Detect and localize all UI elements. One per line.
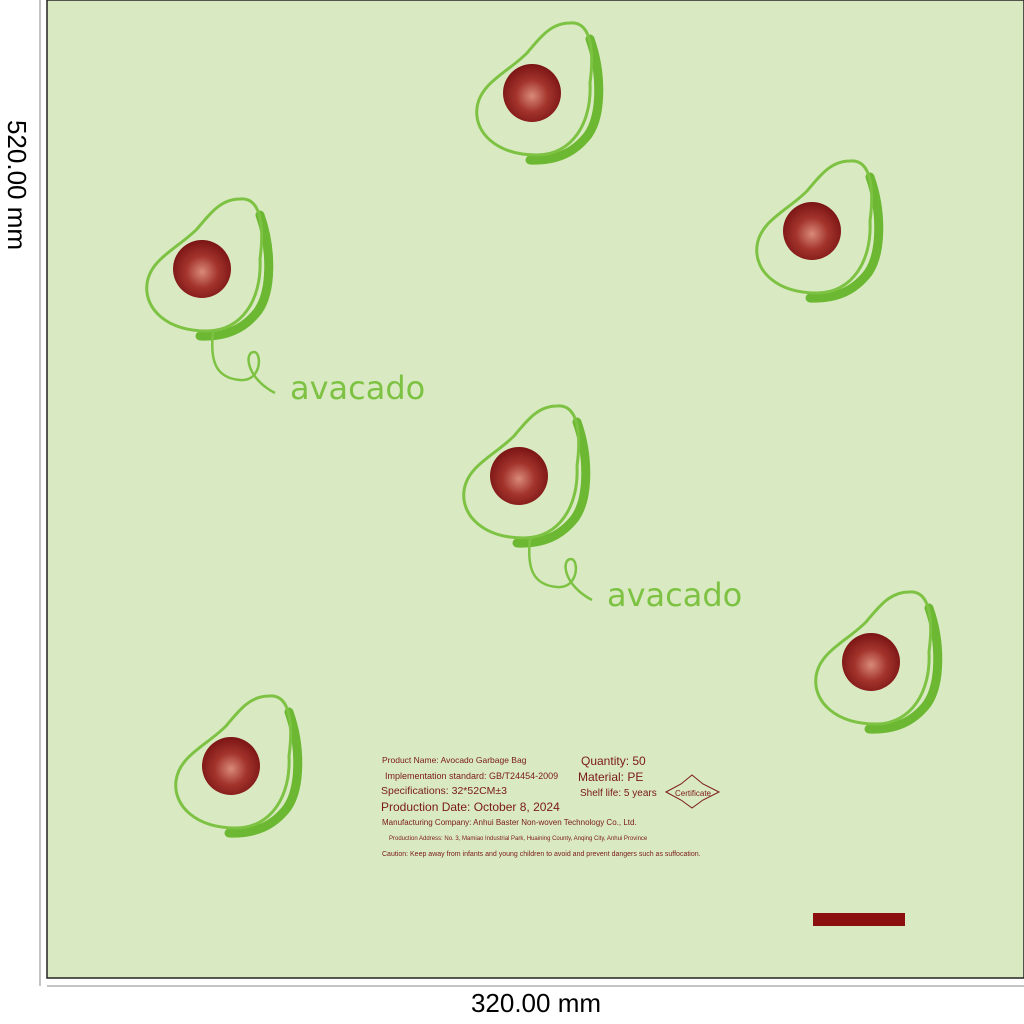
certificate-badge (664, 774, 721, 809)
info-line: Shelf life: 5 years (580, 788, 657, 799)
height-label: 520.00 mm (2, 120, 32, 250)
avocado-label: avacado (290, 369, 425, 407)
info-line: Implementation standard: GB/T24454-2009 (385, 771, 558, 781)
product-info: Product Name: Avocado Garbage Bag Implem… (381, 754, 721, 858)
certificate-label: Certificate (675, 789, 712, 798)
info-line: Specifications: 32*52CM±3 (381, 785, 507, 797)
avocado-label: avacado (607, 576, 742, 614)
info-line: Manufacturing Company: Anhui Baster Non-… (382, 818, 637, 827)
info-line: Material: PE (578, 770, 643, 784)
width-label: 320.00 mm (471, 988, 601, 1018)
info-line: Caution: Keep away from infants and youn… (382, 851, 701, 858)
info-line: Production Date: October 8, 2024 (381, 800, 560, 814)
info-line: Product Name: Avocado Garbage Bag (382, 755, 527, 765)
stem (211, 331, 276, 395)
stem (528, 538, 593, 602)
red-bar (813, 913, 905, 926)
info-line: Quantity: 50 (581, 754, 646, 768)
info-line: Production Address: No. 3, Mamiao Indust… (389, 836, 648, 842)
